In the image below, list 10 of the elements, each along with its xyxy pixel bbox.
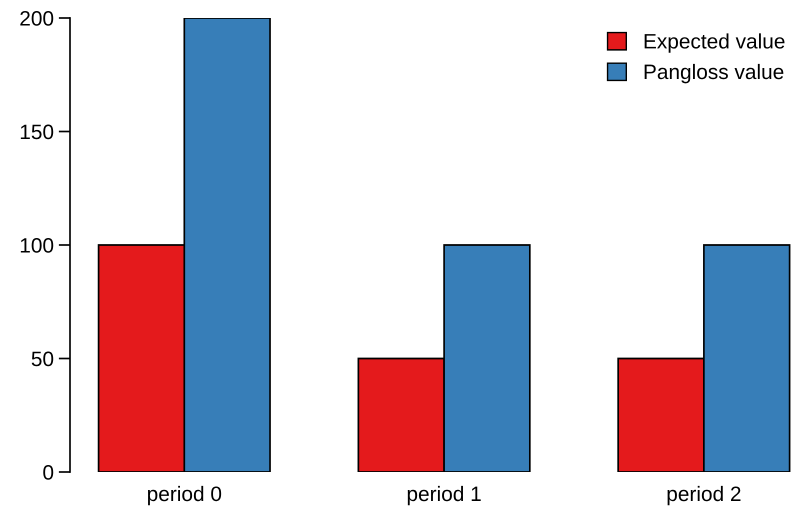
x-tick-label: period 1 bbox=[408, 486, 481, 506]
x-tick-label: period 2 bbox=[668, 486, 740, 506]
y-tick-label: 100 bbox=[20, 238, 54, 253]
y-tick-label: 50 bbox=[32, 352, 54, 366]
x-tick-label: period 0 bbox=[148, 486, 222, 506]
y-tick-label: 150 bbox=[20, 124, 54, 140]
legend-label: Pangloss value bbox=[644, 64, 784, 84]
y-tick-label: 0 bbox=[43, 465, 54, 480]
legend-label: Expected value bbox=[644, 33, 784, 53]
y-tick-label: 200 bbox=[20, 11, 54, 26]
